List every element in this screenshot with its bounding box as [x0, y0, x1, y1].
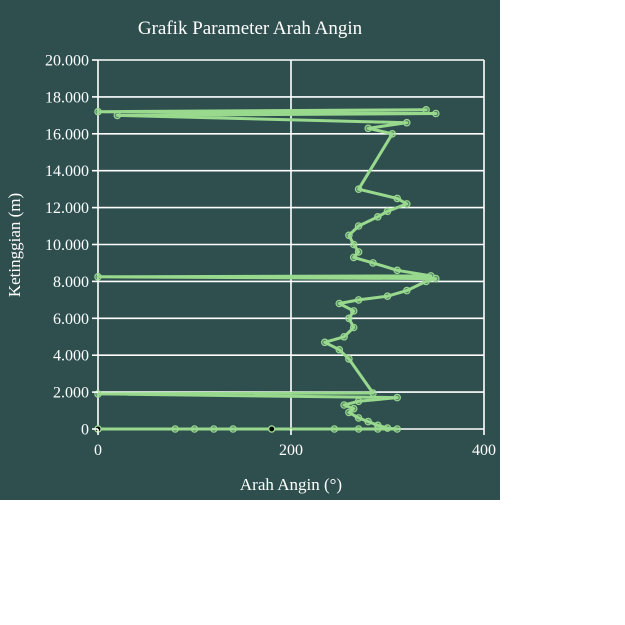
series-line — [96, 108, 438, 431]
data-point — [427, 272, 435, 280]
chart-panel: 0 2.000 4.000 6.000 8.000 10.000 12.000 14.000 1… — [0, 0, 500, 500]
chart-title: Grafik Parameter Arah Angin — [138, 18, 363, 39]
chart-svg: 0 2.000 4.000 6.000 8.000 10.000 12.000 14.000 1… — [5, 18, 496, 494]
data-point — [354, 296, 363, 304]
data-point — [393, 393, 402, 402]
y-tick-label: 0 — [81, 422, 89, 439]
data-point — [320, 338, 329, 347]
data-point — [402, 200, 411, 208]
y-tick-label: 8.000 — [53, 274, 89, 291]
y-axis-label: Ketinggian (m) — [5, 193, 24, 297]
data-point — [335, 299, 344, 308]
data-point — [229, 425, 237, 433]
data-point — [349, 253, 358, 262]
data-point — [94, 107, 102, 116]
data-point — [349, 240, 358, 249]
x-tick-label: 200 — [279, 442, 303, 459]
data-point — [354, 248, 363, 256]
data-point — [340, 332, 348, 341]
y-tick-label: 14.000 — [45, 163, 89, 180]
data-point — [354, 414, 363, 422]
data-point — [171, 425, 180, 433]
x-axis-label: Arah Angin (°) — [240, 475, 342, 494]
axis-layer: 0 2.000 4.000 6.000 8.000 10.000 12.000 14.000 1… — [45, 53, 496, 460]
data-point — [113, 111, 122, 120]
data-point — [431, 109, 440, 118]
data-point — [345, 355, 353, 363]
y-tick-label: 6.000 — [53, 311, 89, 328]
x-tick-label: 400 — [472, 442, 496, 459]
data-point — [402, 286, 411, 295]
data-point — [364, 124, 373, 133]
series-layer — [94, 106, 440, 433]
data-point — [354, 397, 363, 406]
data-point — [369, 259, 377, 267]
data-point — [354, 222, 363, 230]
data-point — [345, 408, 353, 417]
data-point — [268, 425, 276, 433]
data-point — [335, 345, 344, 354]
y-tick-label: 20.000 — [45, 53, 89, 70]
y-tick-label: 16.000 — [45, 126, 89, 143]
data-point — [190, 425, 199, 433]
grid-layer — [97, 59, 485, 430]
data-point — [210, 425, 218, 433]
data-point — [345, 314, 353, 323]
data-point — [354, 185, 363, 194]
y-tick-label: 2.000 — [53, 385, 89, 402]
data-point — [330, 425, 339, 433]
data-point — [369, 389, 377, 397]
data-point — [383, 424, 392, 432]
data-point — [349, 323, 358, 332]
data-point — [349, 307, 358, 315]
y-tick-label: 4.000 — [53, 348, 89, 365]
data-point — [422, 277, 430, 286]
data-point — [373, 213, 382, 221]
data-point — [373, 421, 382, 430]
x-tick-label: 0 — [94, 442, 102, 459]
data-point — [388, 130, 397, 138]
data-point — [402, 118, 411, 127]
y-tick-label: 18.000 — [45, 89, 89, 106]
data-point — [340, 401, 348, 409]
y-tick-label: 10.000 — [45, 237, 89, 254]
data-point — [354, 425, 363, 433]
data-point — [349, 404, 358, 413]
data-point — [345, 231, 353, 240]
data-point — [383, 292, 392, 301]
data-point — [422, 106, 430, 114]
data-point — [94, 272, 102, 281]
data-point — [364, 417, 373, 426]
data-point — [393, 266, 402, 275]
data-point — [393, 425, 402, 433]
data-point — [383, 207, 392, 216]
data-point — [393, 194, 402, 203]
y-tick-label: 12.000 — [45, 200, 89, 217]
